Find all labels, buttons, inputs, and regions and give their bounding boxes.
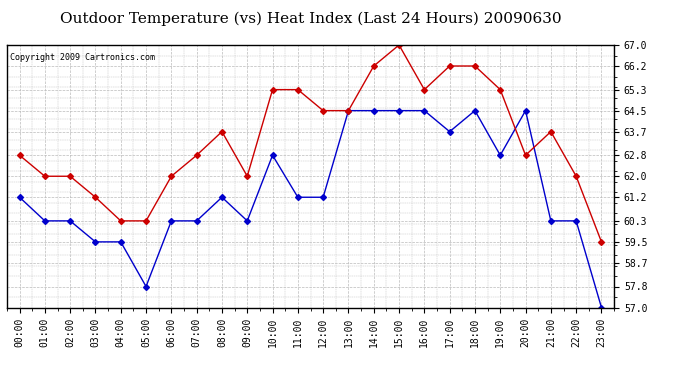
Text: Copyright 2009 Cartronics.com: Copyright 2009 Cartronics.com bbox=[10, 53, 155, 62]
Text: Outdoor Temperature (vs) Heat Index (Last 24 Hours) 20090630: Outdoor Temperature (vs) Heat Index (Las… bbox=[60, 11, 561, 26]
